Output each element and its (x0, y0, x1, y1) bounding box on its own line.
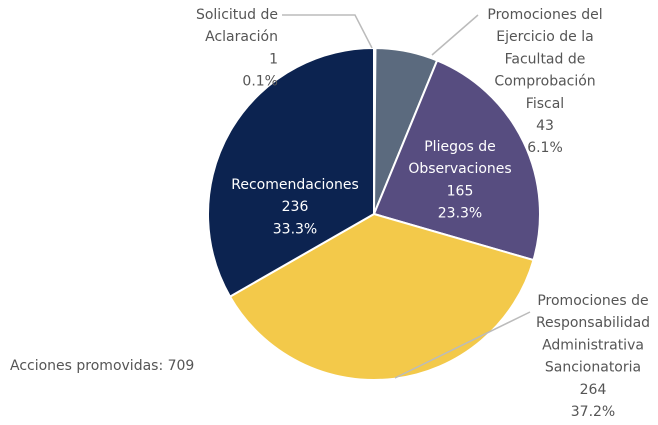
label-line: Recomendaciones (231, 177, 359, 193)
percent-label: 0.1% (242, 74, 278, 90)
leader-line (282, 14, 373, 49)
label-line: Administrativa (542, 337, 644, 353)
pie-slice (372, 59, 541, 262)
category-label: Promociones del Ejercicio de la Facultad d… (487, 7, 602, 112)
leader-line (394, 311, 531, 379)
label-line: Observaciones (408, 161, 511, 177)
category-label: Pliegos de Observaciones (408, 139, 511, 177)
label-line: Aclaración (205, 29, 278, 45)
label-line: Comprobación (494, 74, 595, 90)
note: Acciones promovidas: 709 (10, 358, 194, 374)
percent-label: 33.3% (273, 221, 317, 237)
value-label: 43 (536, 118, 554, 134)
percent-label: 23.3% (438, 206, 482, 222)
pie-slice (207, 46, 375, 298)
label-line: Promociones de (537, 293, 648, 309)
label-line: Promociones del (487, 7, 602, 23)
label-line: Responsabilidad (536, 315, 650, 331)
percent-label: 6.1% (527, 140, 563, 156)
label-line: Ejercicio de la (496, 29, 593, 45)
percent-label: 37.2% (571, 404, 615, 420)
value-label: 264 (580, 382, 607, 398)
value-label: 236 (282, 199, 309, 215)
category-label: Solicitud de Aclaración (196, 7, 278, 45)
label-line: Pliegos de (424, 139, 496, 155)
leader-line (431, 14, 479, 56)
category-label: Recomendaciones (231, 177, 359, 193)
label-line: Sancionatoria (545, 360, 641, 376)
value-label: 165 (447, 183, 474, 199)
value-label: 1 (269, 51, 278, 67)
category-label: Promociones de Responsabilidad Administrat… (536, 293, 650, 376)
label-line: Fiscal (526, 96, 564, 112)
label-line: Facultad de (505, 51, 586, 67)
label-line: Solicitud de (196, 7, 278, 23)
pie-slice (228, 212, 535, 381)
